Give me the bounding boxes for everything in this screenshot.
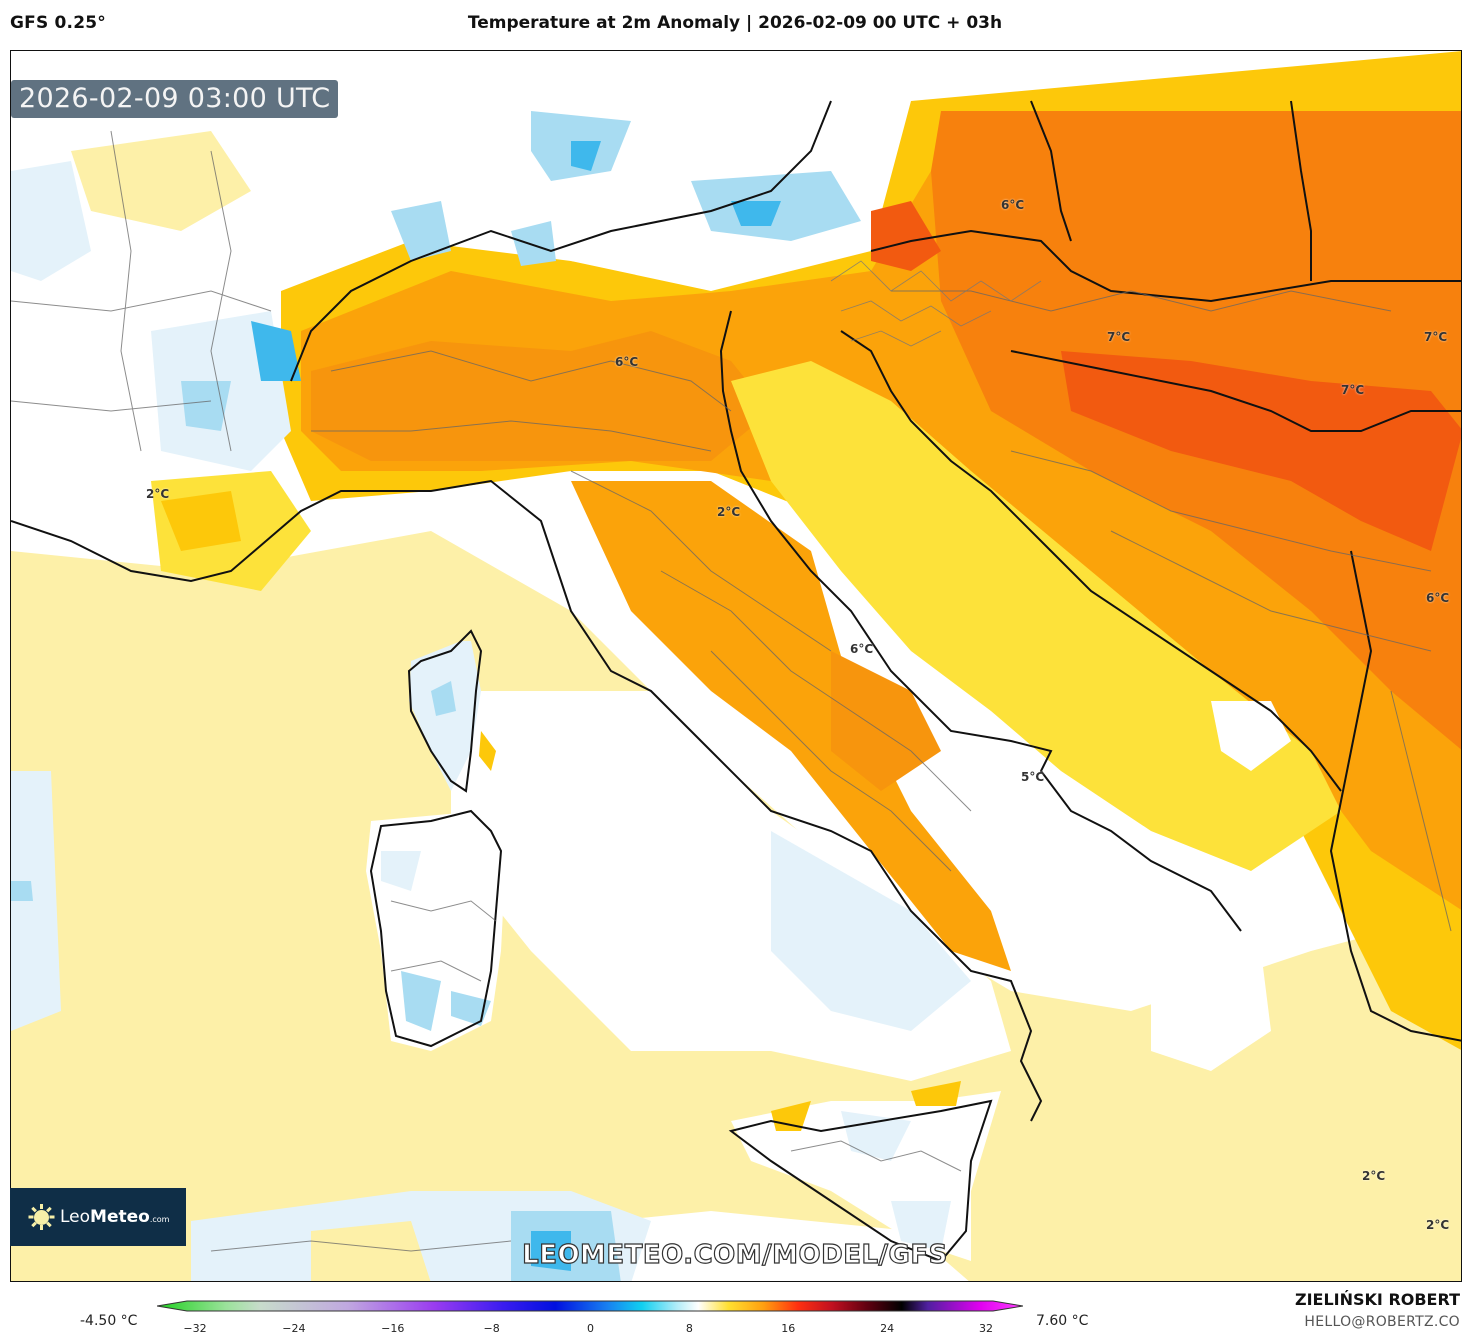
- colorbar-tick: 8: [685, 1322, 693, 1335]
- colorbar-tick: 0: [587, 1322, 594, 1335]
- colorbar-tick: −32: [183, 1322, 207, 1335]
- contour-label: 2°C: [146, 487, 170, 501]
- site-watermark: LEOMETEO.COM/MODEL/GFS: [522, 1239, 948, 1270]
- colorbar-max-label: 7.60 °C: [1036, 1313, 1089, 1329]
- contour-label: 2°C: [717, 505, 741, 519]
- contour-label: 7°C: [1107, 330, 1131, 344]
- colorbar-tick: 32: [979, 1322, 993, 1335]
- anomaly-map[interactable]: 2026-02-09 03:00 UTC 6°C 6°C 7°C 7°C 7°C 2°C 2…: [10, 50, 1462, 1282]
- contour-label: 7°C: [1341, 383, 1365, 397]
- colorbar-tick: −24: [282, 1322, 306, 1335]
- sun-icon: [28, 1204, 55, 1230]
- contour-label: 6°C: [1426, 591, 1450, 605]
- contour-label: 6°C: [1001, 198, 1025, 212]
- colorbar-min-label: -4.50 °C: [80, 1313, 138, 1329]
- colorbar-tick: 24: [880, 1322, 895, 1335]
- colorbar: [157, 1300, 1023, 1312]
- contour-label: 6°C: [850, 642, 874, 656]
- valid-time-badge: 2026-02-09 03:00 UTC: [11, 80, 339, 118]
- model-label: GFS 0.25°: [10, 13, 106, 33]
- colorbar-tick: 16: [781, 1322, 796, 1335]
- colorbar-tick: −16: [381, 1322, 405, 1335]
- temperature-anomaly-field: [11, 51, 1461, 1281]
- contour-label: 6°C: [615, 355, 639, 369]
- leometeo-logo[interactable]: LeoMeteo.com: [10, 1188, 186, 1246]
- colorbar-tick: −8: [483, 1322, 500, 1335]
- colorbar-ticks: −32 −24 −16 −8 0 8 16 24 32: [0, 1318, 1470, 1338]
- contour-label: 2°C: [1426, 1218, 1450, 1232]
- author-email[interactable]: HELLO@ROBERTZ.CO: [1304, 1314, 1460, 1330]
- author-credit: ZIELIŃSKI ROBERT: [1294, 1290, 1460, 1309]
- chart-title: Temperature at 2m Anomaly | 2026-02-09 0…: [467, 13, 1003, 33]
- contour-label: 7°C: [1424, 330, 1448, 344]
- logo-text: LeoMeteo.com: [60, 1207, 170, 1227]
- contour-label: 5°C: [1021, 770, 1045, 784]
- contour-label: 2°C: [1362, 1169, 1386, 1183]
